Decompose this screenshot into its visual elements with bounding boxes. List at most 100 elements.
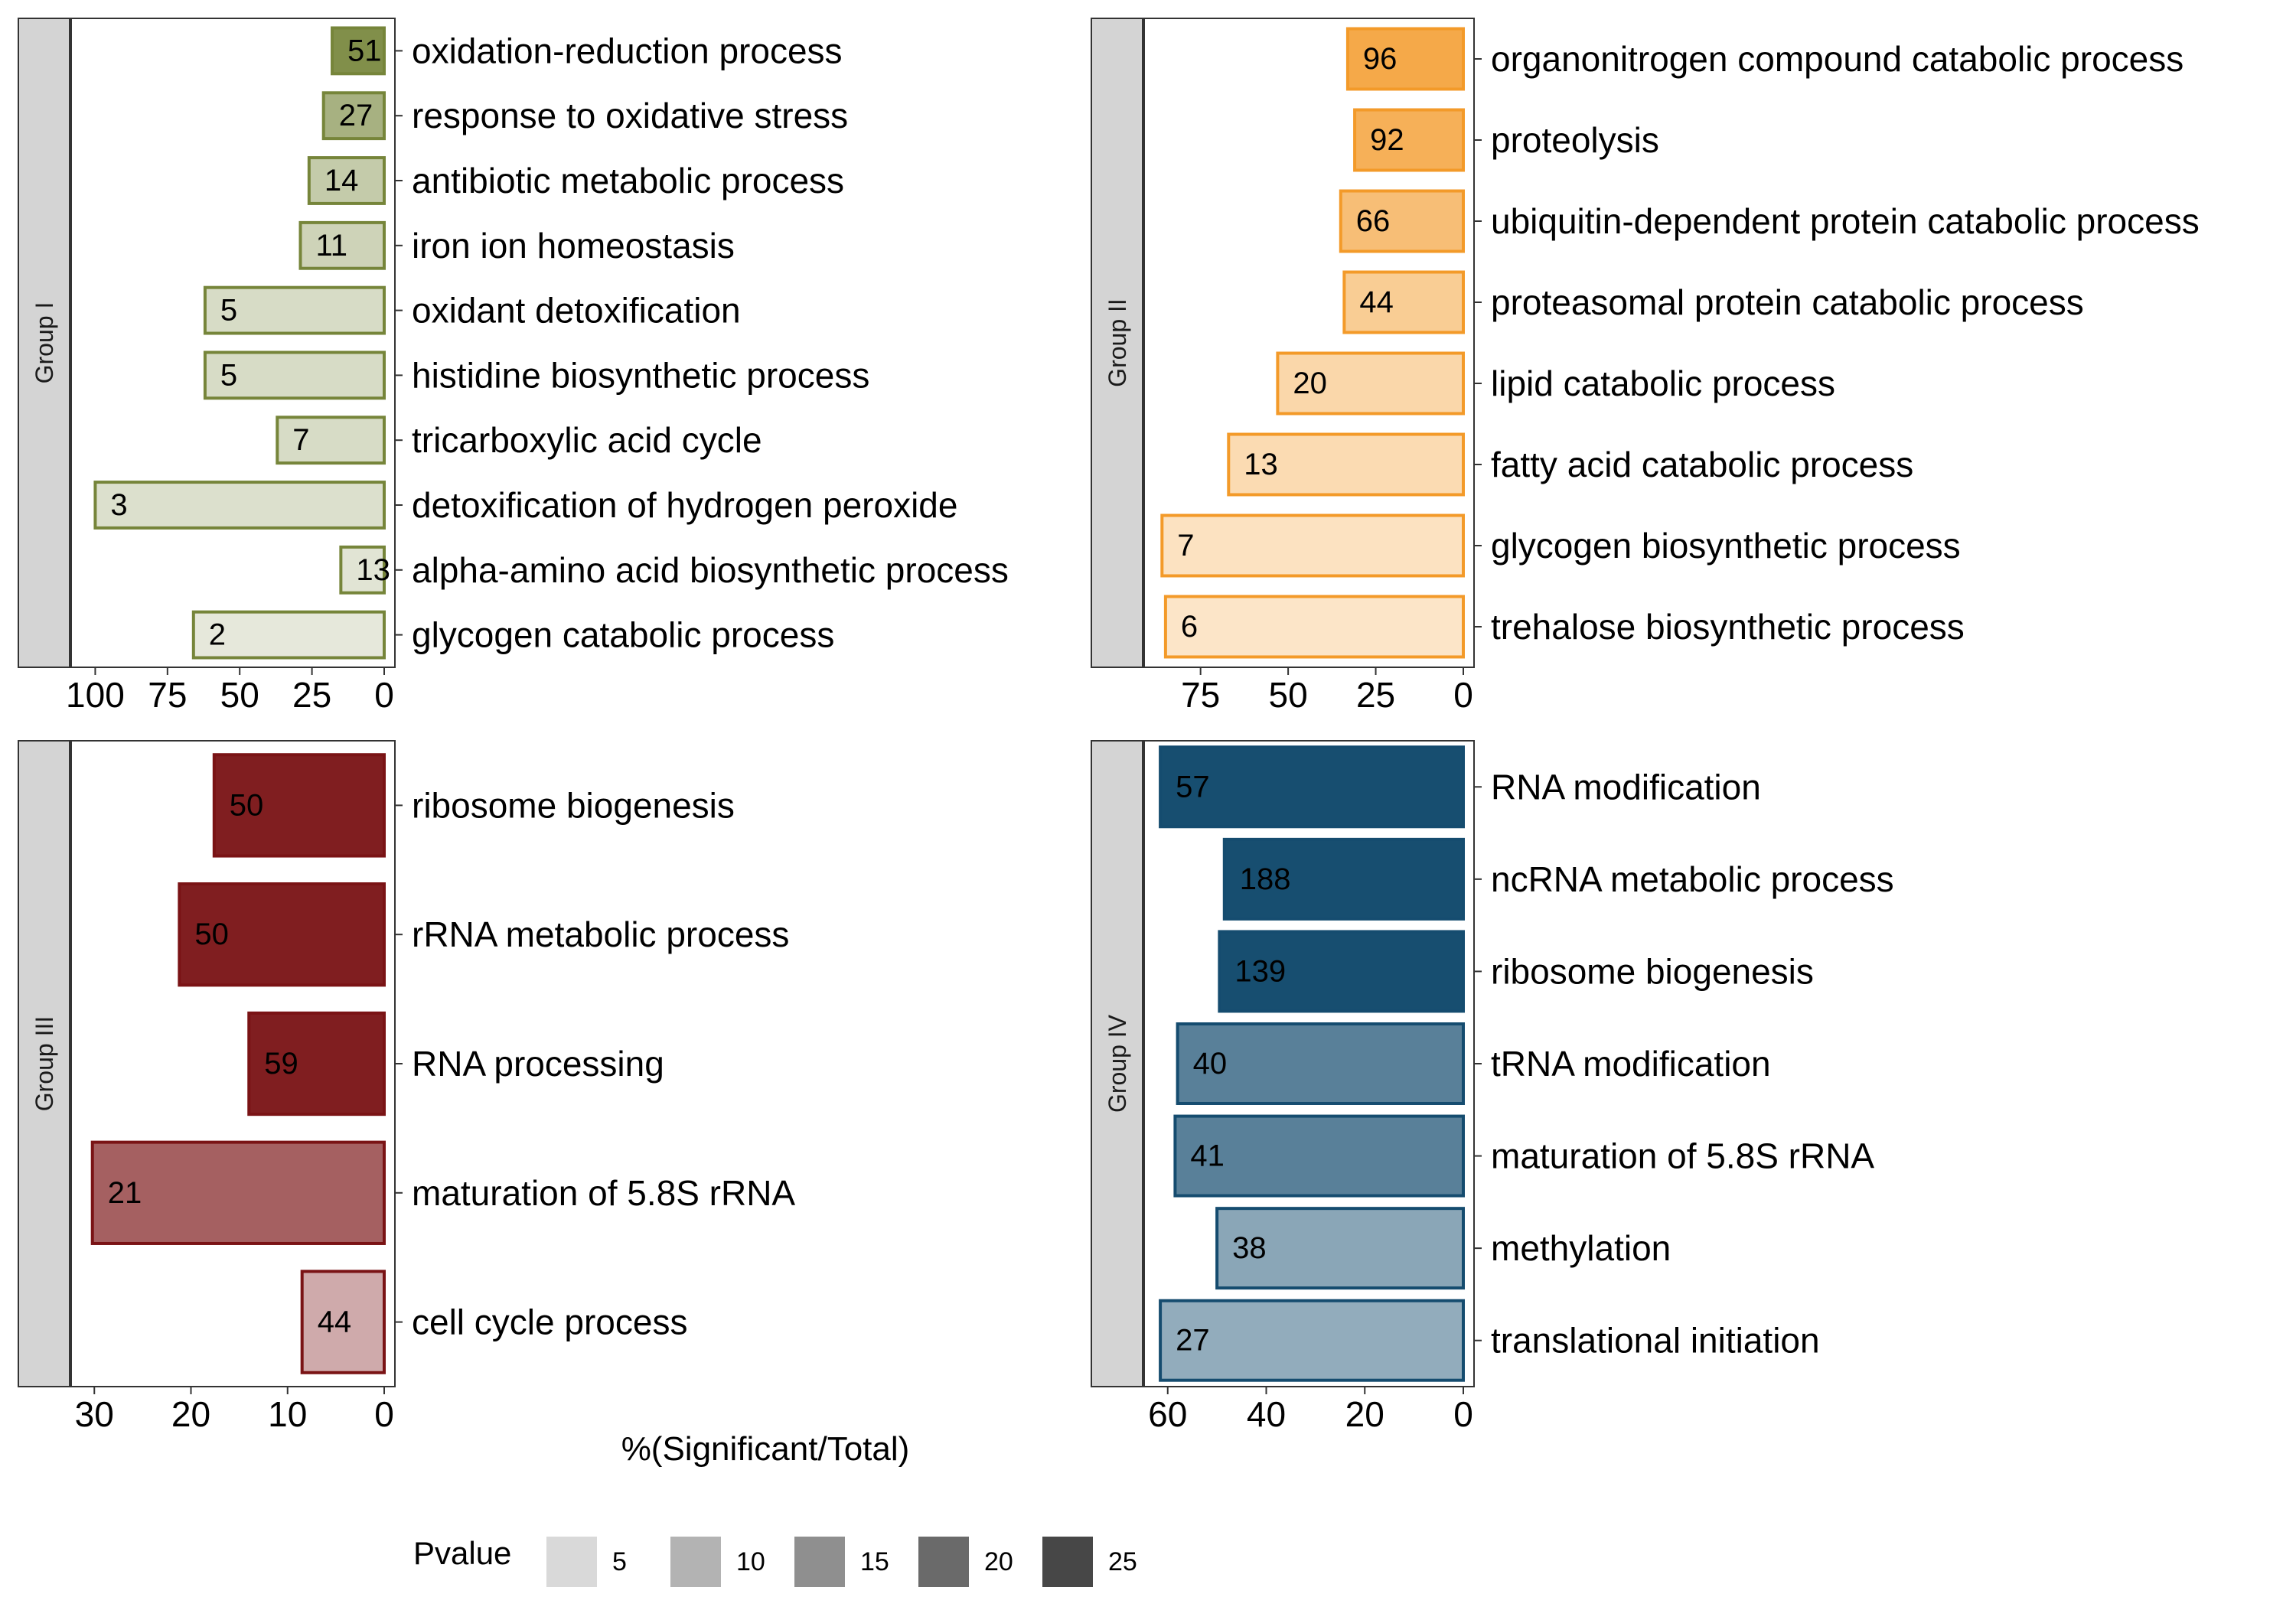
term-label: response to oxidative stress <box>412 96 848 135</box>
bar-count-label: 50 <box>230 788 264 822</box>
legend-label: 20 <box>984 1547 1013 1576</box>
bar-histidine-biosynthetic-process <box>203 350 386 400</box>
panel-group-iv: Group IV 57 RNA modification 188 ncRNA metab… <box>1091 740 1894 1434</box>
term-label: ribosome biogenesis <box>412 785 735 825</box>
bar-proteolysis <box>1353 108 1465 172</box>
legend-items: 5 10 15 20 25 <box>546 1537 1137 1587</box>
strip-label: Group I <box>31 302 58 384</box>
bar-iron-ion-homeostasis <box>298 220 386 270</box>
term-label: rRNA metabolic process <box>412 914 789 954</box>
term-label: ribosome biogenesis <box>1491 951 1814 991</box>
legend-swatch <box>546 1537 597 1587</box>
term-label: antibiotic metabolic process <box>412 161 844 200</box>
bar-oxidation-reduction-process <box>331 26 386 76</box>
bar-count-label: 57 <box>1176 770 1210 804</box>
bar-translational-initiation <box>1159 1299 1465 1382</box>
bar-count-label: 13 <box>356 553 390 587</box>
term-label: methylation <box>1491 1228 1671 1268</box>
term-label: glycogen biosynthetic process <box>1491 526 1961 566</box>
bar-count-label: 27 <box>1176 1324 1210 1358</box>
strip-background <box>18 18 71 668</box>
term-label: RNA modification <box>1491 767 1761 807</box>
bar-tricarboxylic-acid-cycle <box>276 416 386 465</box>
bar-count-label: 50 <box>194 918 229 951</box>
legend-swatch <box>1042 1537 1093 1587</box>
term-label: RNA processing <box>412 1044 664 1084</box>
term-label: alpha-amino acid biosynthetic process <box>412 550 1009 590</box>
x-tick-label: 40 <box>1247 1394 1286 1434</box>
bar-ribosome-biogenesis <box>1218 930 1465 1013</box>
bar-ncrna-metabolic-process <box>1222 837 1465 921</box>
strip-label: Group III <box>31 1016 58 1112</box>
term-label: fatty acid catabolic process <box>1491 445 1913 484</box>
x-tick-label: 100 <box>66 675 125 715</box>
bar-count-label: 41 <box>1190 1139 1225 1173</box>
bar-count-label: 11 <box>316 229 348 262</box>
bar-count-label: 92 <box>1370 123 1404 157</box>
x-tick-label: 75 <box>148 675 187 715</box>
bar-count-label: 5 <box>220 358 237 392</box>
x-tick-label: 75 <box>1181 675 1220 715</box>
bar-count-label: 51 <box>347 34 382 67</box>
term-label: glycogen catabolic process <box>412 615 834 655</box>
term-label: iron ion homeostasis <box>412 226 735 266</box>
term-label: proteolysis <box>1491 120 1659 160</box>
term-label: proteasomal protein catabolic process <box>1491 282 2084 322</box>
bar-count-label: 14 <box>325 164 359 197</box>
legend-swatch <box>918 1537 969 1587</box>
x-tick-label: 10 <box>268 1394 307 1434</box>
x-tick-label: 30 <box>75 1394 114 1434</box>
x-tick-label: 20 <box>171 1394 210 1434</box>
strip-label: Group II <box>1104 298 1131 387</box>
bar-detoxification-of-hydrogen-peroxide <box>93 481 386 530</box>
bar-count-label: 7 <box>292 423 309 457</box>
bar-lipid-catabolic-process <box>1276 351 1466 416</box>
bar-glycogen-catabolic-process <box>191 610 386 660</box>
bar-count-label: 44 <box>318 1305 352 1339</box>
bar-rna-processing <box>247 1011 386 1116</box>
pvalue-legend: Pvalue 5 10 15 20 25 <box>413 1535 1137 1587</box>
bar-proteasomal-protein-catabolic-process <box>1342 270 1466 334</box>
bar-count-label: 6 <box>1181 610 1198 644</box>
term-label: translational initiation <box>1491 1321 1820 1361</box>
bar-alpha-amino-acid-biosynthetic-process <box>339 545 386 595</box>
term-label: oxidant detoxification <box>412 291 741 331</box>
panel-group-ii: Group II 96 organonitrogen compound catabo… <box>1091 18 2200 715</box>
bar-count-label: 188 <box>1240 862 1291 896</box>
term-label: tricarboxylic acid cycle <box>412 420 762 460</box>
bar-fatty-acid-catabolic-process <box>1227 432 1466 497</box>
x-tick-label: 20 <box>1345 1394 1384 1434</box>
panel-group-iii: Group III 50 ribosome biogenesis 50 rRNA met… <box>18 740 795 1434</box>
bar-trehalose-biosynthetic-process <box>1163 595 1466 659</box>
legend-label: 25 <box>1108 1547 1137 1576</box>
x-tick-label: 25 <box>1356 675 1395 715</box>
term-label: trehalose biosynthetic process <box>1491 607 1965 647</box>
bar-count-label: 5 <box>220 294 237 328</box>
bar-methylation <box>1215 1207 1465 1290</box>
bar-count-label: 59 <box>264 1047 298 1081</box>
strip-label: Group IV <box>1104 1014 1131 1113</box>
bar-count-label: 27 <box>339 99 373 132</box>
bar-count-label: 44 <box>1359 285 1394 319</box>
bar-ubiquitin-dependent-protein-catabolic-process <box>1339 189 1466 253</box>
term-label: detoxification of hydrogen peroxide <box>412 485 957 525</box>
bar-rna-modification <box>1159 745 1465 829</box>
legend-swatch <box>670 1537 721 1587</box>
bar-trna-modification <box>1176 1022 1465 1105</box>
strip-background <box>18 740 71 1387</box>
bar-count-label: 13 <box>1244 448 1278 481</box>
bar-maturation-of-5-8s-rrna <box>90 1140 386 1245</box>
bar-ribosome-biogenesis <box>212 753 386 858</box>
x-tick-label: 0 <box>374 1394 394 1434</box>
x-tick-label: 0 <box>374 675 394 715</box>
bar-count-label: 38 <box>1232 1231 1267 1265</box>
bar-count-label: 3 <box>110 488 127 522</box>
bar-cell-cycle-process <box>300 1270 386 1374</box>
bar-count-label: 21 <box>108 1176 142 1210</box>
x-tick-label: 50 <box>1269 675 1308 715</box>
bar-count-label: 40 <box>1193 1047 1228 1081</box>
x-axis-title: %(Significant/Total) <box>621 1430 910 1468</box>
